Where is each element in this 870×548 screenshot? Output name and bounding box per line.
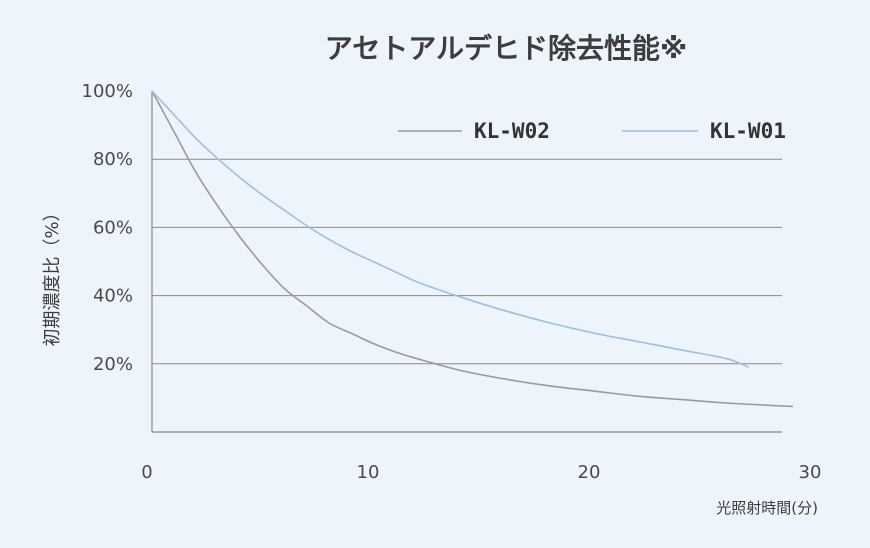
chart-title: アセトアルデヒド除去性能※ bbox=[325, 32, 687, 65]
x-tick-label: 10 bbox=[357, 462, 380, 483]
y-tick-labels: 100% 80% 60% 40% 20% bbox=[82, 81, 133, 375]
legend: KL-W02 KL-W01 bbox=[398, 119, 786, 143]
x-axis-label: 光照射時間(分) bbox=[716, 499, 818, 517]
legend-label-kl-w01: KL-W01 bbox=[710, 119, 786, 143]
x-tick-labels: 0 10 20 30 bbox=[141, 462, 821, 483]
y-tick-label: 80% bbox=[93, 149, 133, 170]
series-line-kl-w02 bbox=[151, 90, 793, 408]
y-tick-label: 20% bbox=[93, 354, 133, 375]
x-tick-label: 30 bbox=[799, 462, 822, 483]
gridlines bbox=[152, 158, 782, 365]
y-axis-label: 初期濃度比（%） bbox=[42, 203, 63, 346]
series-line-kl-w01 bbox=[151, 90, 750, 368]
y-tick-label: 60% bbox=[93, 217, 133, 238]
y-tick-label: 100% bbox=[82, 81, 133, 102]
legend-label-kl-w02: KL-W02 bbox=[474, 119, 550, 143]
y-tick-label: 40% bbox=[93, 286, 133, 307]
x-tick-label: 20 bbox=[578, 462, 601, 483]
series-lines bbox=[151, 90, 793, 408]
x-tick-label: 0 bbox=[141, 462, 152, 483]
